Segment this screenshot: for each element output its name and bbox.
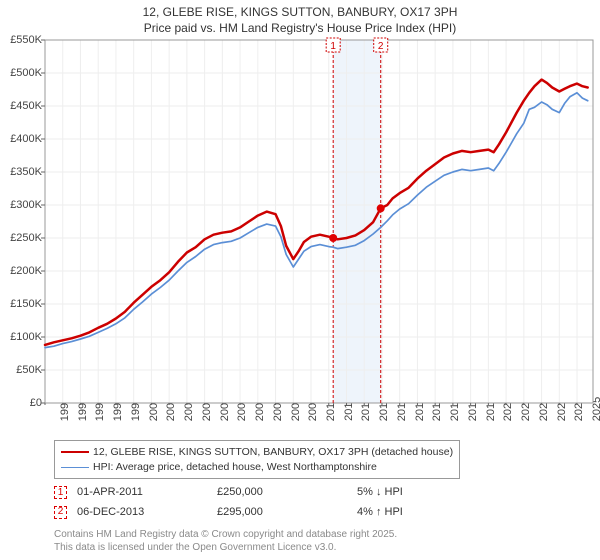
footer-line-1: Contains HM Land Registry data © Crown c… [54,528,397,541]
event-row: 1 01-APR-2011£250,0005% ↓ HPI [54,484,403,502]
event-row: 2 06-DEC-2013£295,0004% ↑ HPI [54,504,403,522]
legend-item: HPI: Average price, detached house, West… [61,460,453,475]
legend-item: 12, GLEBE RISE, KINGS SUTTON, BANBURY, O… [61,445,453,460]
footer-line-2: This data is licensed under the Open Gov… [54,541,397,554]
legend-label: 12, GLEBE RISE, KINGS SUTTON, BANBURY, O… [93,445,453,460]
event-date: 01-APR-2011 [77,484,217,502]
event-tag: 1 [54,486,67,499]
svg-text:2: 2 [378,41,384,52]
event-hpi: 5% ↓ HPI [357,484,403,502]
events-table: 1 01-APR-2011£250,0005% ↓ HPI 2 06-DEC-2013… [54,484,403,523]
event-price: £250,000 [217,484,357,502]
chart-container: 12, GLEBE RISE, KINGS SUTTON, BANBURY, O… [0,0,600,560]
event-hpi: 4% ↑ HPI [357,504,403,522]
legend: 12, GLEBE RISE, KINGS SUTTON, BANBURY, O… [54,440,460,479]
legend-swatch [61,467,89,468]
event-tag: 2 [54,506,67,519]
legend-swatch [61,451,89,453]
svg-text:1: 1 [330,41,336,52]
footer-text: Contains HM Land Registry data © Crown c… [54,528,397,554]
legend-label: HPI: Average price, detached house, West… [93,460,377,475]
event-date: 06-DEC-2013 [77,504,217,522]
event-price: £295,000 [217,504,357,522]
chart-plot: 12 [0,0,600,405]
